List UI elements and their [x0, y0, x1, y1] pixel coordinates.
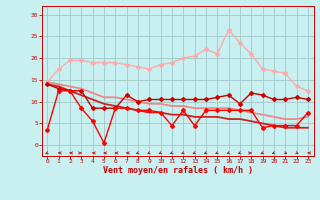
- X-axis label: Vent moyen/en rafales ( km/h ): Vent moyen/en rafales ( km/h ): [103, 166, 252, 175]
